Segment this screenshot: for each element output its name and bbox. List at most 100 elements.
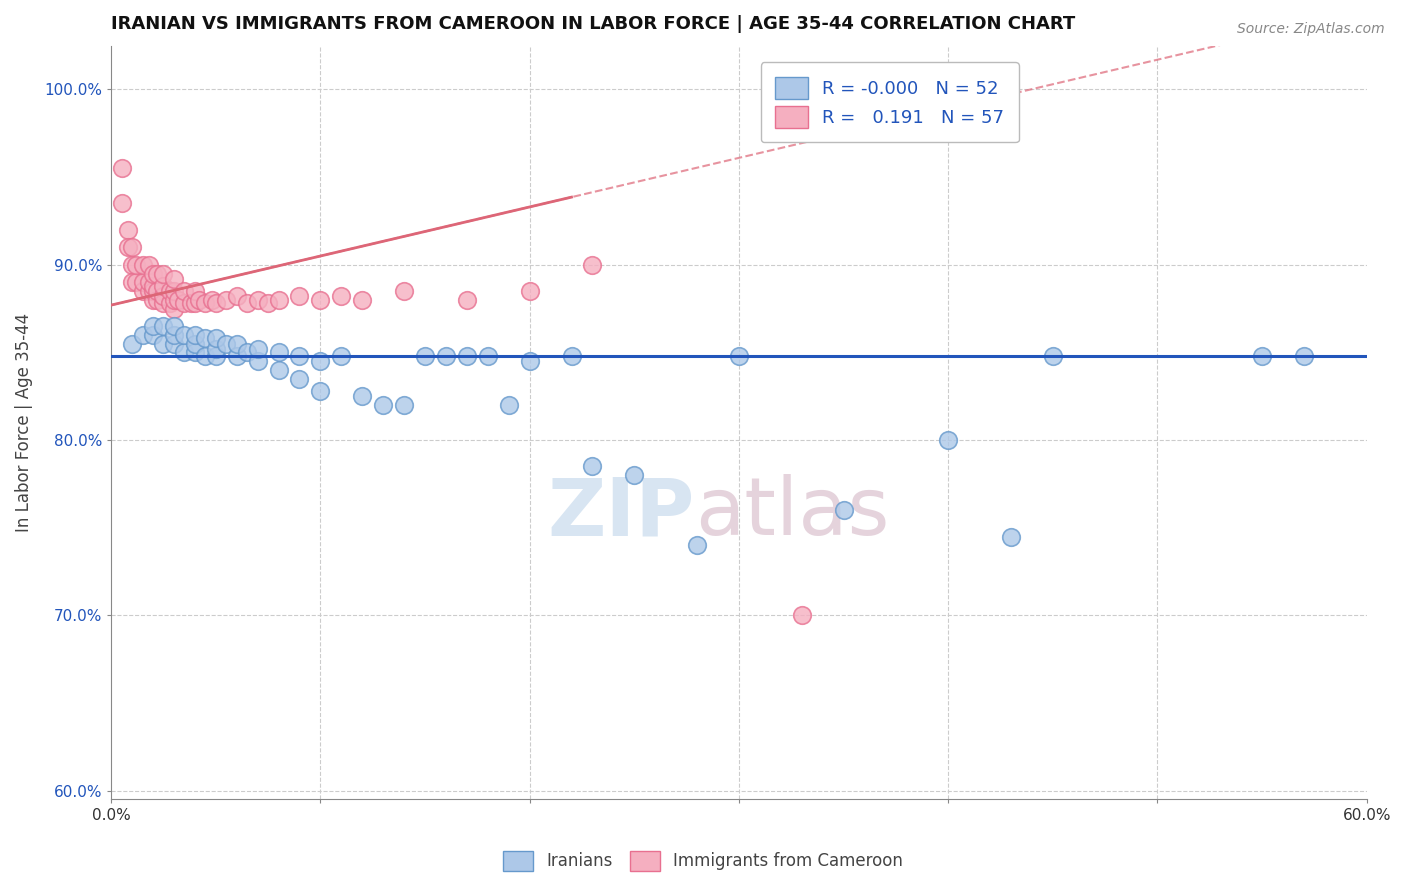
Point [117,240,139,254]
Point [267,363,290,377]
Point [225,289,247,303]
Point [131,276,153,290]
Point [184,296,207,310]
Point [152,319,174,334]
Point [121,258,143,272]
Point [456,349,478,363]
Point [138,276,160,290]
Point [142,319,165,334]
Point [125,258,148,272]
Legend: Iranians, Immigrants from Cameroon: Iranians, Immigrants from Cameroon [495,842,911,880]
Text: Source: ZipAtlas.com: Source: ZipAtlas.com [1237,22,1385,37]
Point [138,284,160,298]
Point [352,293,374,307]
Point [330,289,353,303]
Point [194,349,217,363]
Point [184,336,207,351]
Point [246,293,269,307]
Point [288,289,311,303]
Point [215,336,238,351]
Point [194,296,217,310]
Point [163,336,186,351]
Point [352,389,374,403]
Point [163,327,186,342]
Point [790,608,813,623]
Point [173,296,195,310]
Point [180,296,202,310]
Point [373,398,395,412]
Point [146,293,169,307]
Point [288,349,311,363]
Point [936,433,959,447]
Point [728,349,751,363]
Point [498,398,520,412]
Point [519,354,541,368]
Point [330,349,353,363]
Point [225,349,247,363]
Point [131,258,153,272]
Point [163,301,186,316]
Point [1000,529,1022,543]
Point [131,327,153,342]
Point [200,293,222,307]
Point [125,276,148,290]
Point [146,284,169,298]
Point [623,468,645,483]
Point [121,276,143,290]
Point [434,349,457,363]
Point [131,284,153,298]
Point [392,284,415,298]
Point [173,345,195,359]
Point [163,319,186,334]
Point [288,372,311,386]
Point [152,267,174,281]
Point [138,258,160,272]
Point [236,296,259,310]
Point [204,331,226,345]
Point [1251,349,1274,363]
Point [184,345,207,359]
Text: ZIP: ZIP [548,474,695,552]
Point [257,296,280,310]
Point [173,284,195,298]
Text: atlas: atlas [695,474,890,552]
Point [173,327,195,342]
Point [215,293,238,307]
Point [110,196,132,211]
Point [204,342,226,356]
Point [142,278,165,293]
Point [832,503,855,517]
Point [121,336,143,351]
Point [560,349,582,363]
Point [159,296,181,310]
Point [267,293,290,307]
Point [204,349,226,363]
Point [142,284,165,298]
Point [581,459,603,474]
Point [1292,349,1315,363]
Point [121,240,143,254]
Point [184,284,207,298]
Point [246,342,269,356]
Text: IRANIAN VS IMMIGRANTS FROM CAMEROON IN LABOR FORCE | AGE 35-44 CORRELATION CHART: IRANIAN VS IMMIGRANTS FROM CAMEROON IN L… [111,15,1076,33]
Point [1042,349,1064,363]
Point [142,293,165,307]
Point [686,538,709,552]
Point [152,278,174,293]
Point [152,289,174,303]
Point [163,272,186,286]
Point [188,293,211,307]
Point [413,349,436,363]
Point [309,384,332,398]
Point [152,336,174,351]
Point [236,345,259,359]
Y-axis label: In Labor Force | Age 35-44: In Labor Force | Age 35-44 [15,313,32,533]
Point [184,327,207,342]
Point [146,267,169,281]
Point [163,293,186,307]
Point [309,354,332,368]
Point [152,296,174,310]
Point [392,398,415,412]
Legend: R = -0.000   N = 52, R =   0.191   N = 57: R = -0.000 N = 52, R = 0.191 N = 57 [761,62,1018,143]
Point [194,331,217,345]
